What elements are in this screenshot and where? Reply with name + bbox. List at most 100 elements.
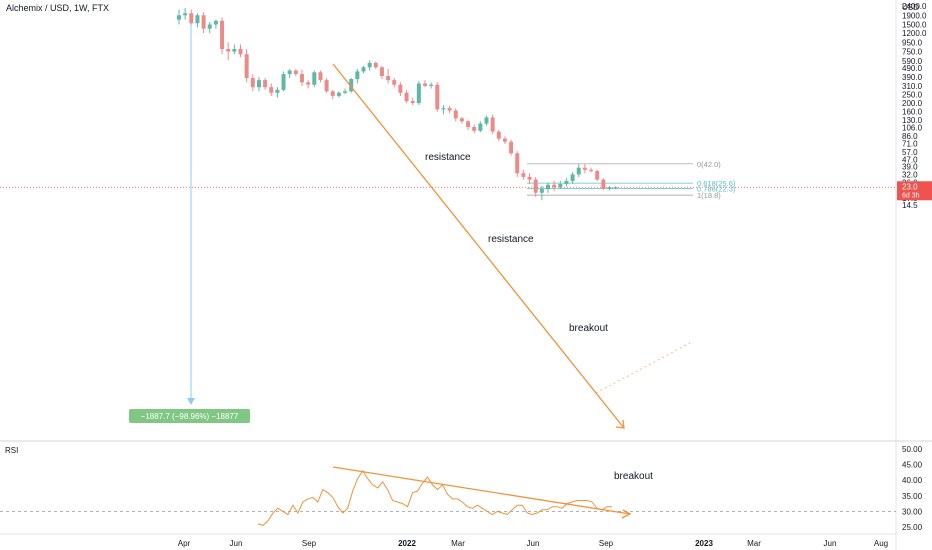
price-axis-unit: USD <box>902 3 919 12</box>
candle[interactable] <box>484 115 489 126</box>
candle[interactable] <box>232 44 237 55</box>
rsi-trendline[interactable] <box>332 466 631 515</box>
candle[interactable] <box>453 108 458 122</box>
candle[interactable] <box>398 82 403 96</box>
candle[interactable] <box>244 49 249 83</box>
candle[interactable] <box>404 89 409 104</box>
candle[interactable] <box>336 91 341 98</box>
candle[interactable] <box>177 9 181 25</box>
candle[interactable] <box>576 163 581 177</box>
candle[interactable] <box>429 82 434 89</box>
price-tick-label: 1200.0 <box>902 29 927 38</box>
candle[interactable] <box>250 74 255 92</box>
candle-body <box>416 83 421 104</box>
candle[interactable] <box>472 124 477 134</box>
candle[interactable] <box>263 78 268 90</box>
candle[interactable] <box>459 116 464 124</box>
candle[interactable] <box>539 185 544 201</box>
candle[interactable] <box>558 181 563 190</box>
time-axis[interactable]: Apr Jun Sep 2022 Mar Jun Sep 2023 Mar Jun Aug <box>178 539 888 548</box>
candle[interactable] <box>361 65 366 74</box>
candle[interactable] <box>343 88 348 95</box>
candle[interactable] <box>373 61 378 69</box>
candle-body <box>201 15 206 29</box>
candle[interactable] <box>601 178 606 190</box>
current-price-value: 23.0 <box>902 182 918 191</box>
candle[interactable] <box>564 178 569 187</box>
candle-body <box>318 72 323 81</box>
candle[interactable] <box>256 76 261 92</box>
candle[interactable] <box>546 182 550 193</box>
candle[interactable] <box>582 163 587 174</box>
measure-label-box[interactable] <box>129 409 250 423</box>
time-tick-label: 2022 <box>398 539 416 548</box>
candle[interactable] <box>521 169 526 180</box>
candle-body <box>226 49 231 52</box>
candle[interactable] <box>589 167 594 173</box>
candle[interactable] <box>355 68 360 84</box>
candle[interactable] <box>607 185 612 191</box>
candle[interactable] <box>195 13 200 28</box>
candle[interactable] <box>287 68 292 79</box>
candle[interactable] <box>281 71 286 92</box>
annotation-resistance-2[interactable]: resistance <box>488 234 534 245</box>
candle[interactable] <box>189 9 194 25</box>
candle[interactable] <box>293 68 298 77</box>
candle[interactable] <box>478 121 483 133</box>
candle[interactable] <box>447 106 452 113</box>
candle-body <box>367 62 372 68</box>
candle[interactable] <box>349 78 354 93</box>
candle[interactable] <box>220 17 225 55</box>
candle[interactable] <box>312 70 317 88</box>
candle[interactable] <box>490 114 495 135</box>
candle[interactable] <box>306 80 311 89</box>
candle[interactable] <box>435 82 440 112</box>
candle-body <box>490 117 495 132</box>
candle[interactable] <box>183 7 188 20</box>
candle[interactable] <box>496 130 501 142</box>
candle[interactable] <box>466 119 471 131</box>
candle[interactable] <box>410 97 415 106</box>
candle[interactable] <box>330 89 335 100</box>
candle[interactable] <box>324 78 329 93</box>
candle[interactable] <box>552 181 557 191</box>
candle[interactable] <box>213 19 218 29</box>
candle[interactable] <box>416 81 421 106</box>
candle[interactable] <box>509 139 514 156</box>
fib-level-label: 0(42.0) <box>697 160 721 169</box>
candle[interactable] <box>392 78 397 88</box>
candle[interactable] <box>386 68 391 84</box>
candle[interactable] <box>533 176 538 197</box>
candle-body <box>539 189 544 193</box>
fib-retracement[interactable]: 0(42.0) 0.618(25.6)0.786(22.3)1(18.8) <box>527 160 736 200</box>
candle[interactable] <box>527 173 532 185</box>
candle[interactable] <box>423 80 427 88</box>
rsi-axis[interactable]: 50.00 45.00 40.00 35.00 30.00 25.00 <box>902 445 923 532</box>
candle[interactable] <box>318 70 323 83</box>
candle[interactable] <box>595 169 600 182</box>
candle[interactable] <box>515 151 520 177</box>
candle[interactable] <box>238 44 243 58</box>
candle[interactable] <box>367 60 372 71</box>
price-tick-label: 310.0 <box>902 82 923 91</box>
resistance-trendline[interactable] <box>332 63 625 429</box>
price-tick-label: 2400.0 <box>902 2 927 11</box>
breakout-projection-line[interactable] <box>595 342 691 394</box>
candle[interactable] <box>201 12 206 34</box>
candle[interactable] <box>226 42 231 61</box>
candle[interactable] <box>269 83 274 96</box>
candle[interactable] <box>300 69 304 86</box>
price-axis[interactable]: 2400.01900.01500.01200.0950.0750.0590.04… <box>902 2 927 210</box>
annotation-breakout[interactable]: breakout <box>569 323 608 334</box>
candle[interactable] <box>275 87 280 98</box>
time-tick-label: 2023 <box>695 539 713 548</box>
price-tick-label: 47.0 <box>902 155 918 164</box>
annotation-resistance-1[interactable]: resistance <box>425 152 471 163</box>
candle[interactable] <box>502 136 507 144</box>
candle[interactable] <box>441 105 446 115</box>
candle[interactable] <box>379 65 384 80</box>
candle[interactable] <box>207 21 212 34</box>
candle[interactable] <box>570 172 575 185</box>
annotation-rsi-breakout[interactable]: breakout <box>614 471 653 482</box>
